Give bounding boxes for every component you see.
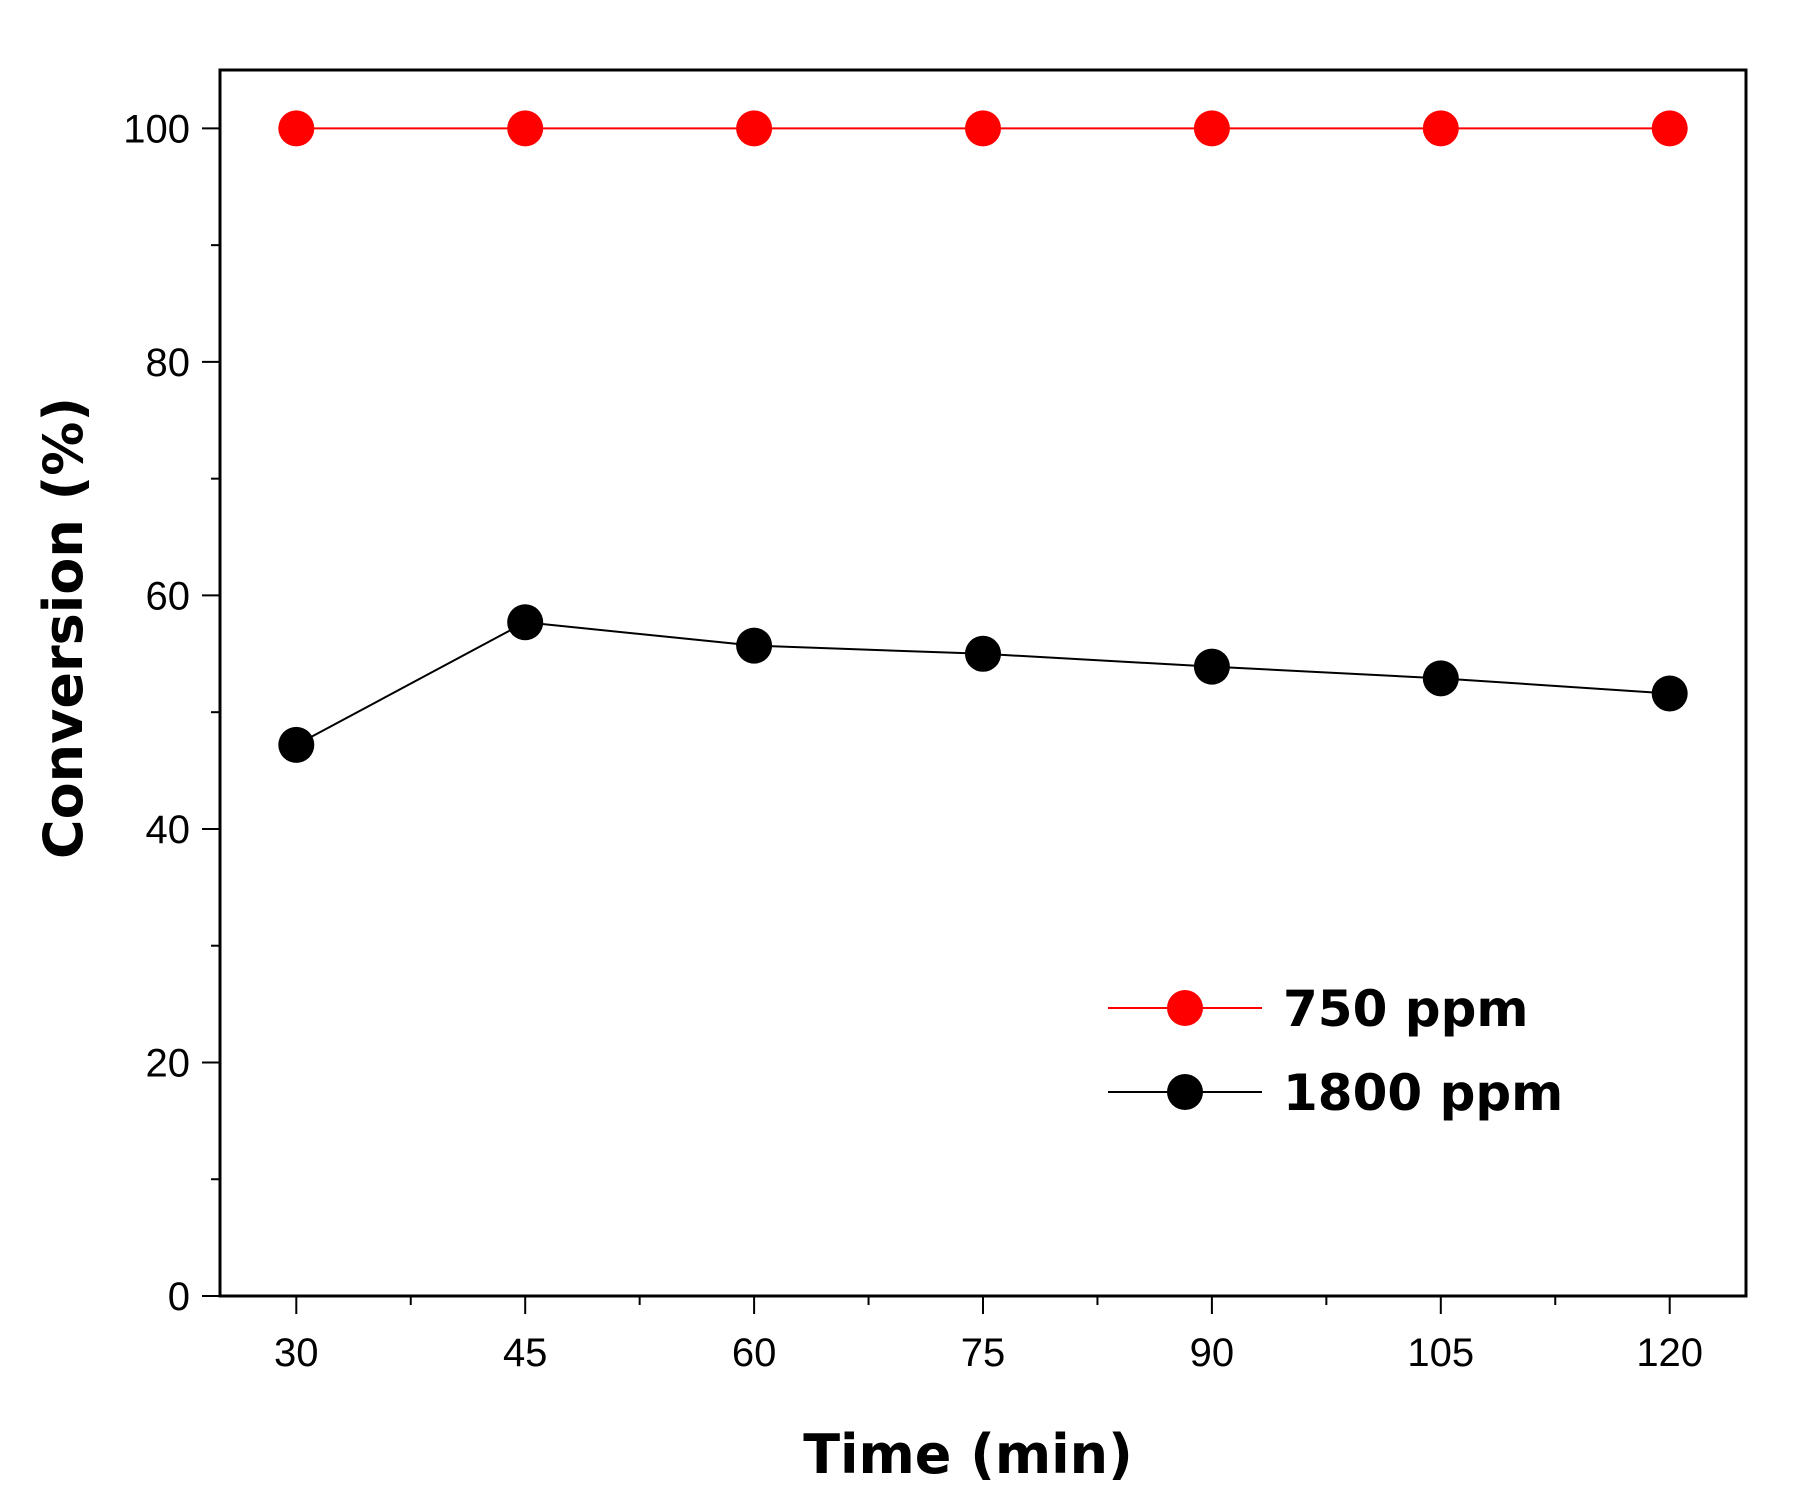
series-group bbox=[278, 110, 1688, 763]
plot-area bbox=[218, 68, 1748, 1298]
data-point bbox=[507, 110, 544, 147]
x-tick-label: 45 bbox=[503, 1331, 548, 1375]
data-point bbox=[1193, 110, 1230, 147]
legend-label-750ppm: 750 ppm bbox=[1283, 980, 1528, 1038]
legend: 750 ppm 1800 ppm bbox=[1108, 980, 1563, 1122]
x-tick-label: 60 bbox=[732, 1331, 777, 1375]
y-tick-label: 40 bbox=[146, 808, 191, 852]
y-tick-label: 0 bbox=[168, 1275, 190, 1319]
data-point bbox=[507, 604, 544, 641]
data-point bbox=[1193, 648, 1230, 685]
axis-ticks bbox=[202, 127, 1671, 1314]
legend-label-1800ppm: 1800 ppm bbox=[1283, 1064, 1563, 1122]
data-point bbox=[1422, 660, 1459, 697]
data-point bbox=[736, 110, 773, 147]
x-tick-label: 75 bbox=[961, 1331, 1006, 1375]
series-2 bbox=[278, 604, 1688, 763]
y-tick-label: 100 bbox=[123, 107, 190, 151]
legend-marker-1800ppm bbox=[1167, 1074, 1203, 1110]
y-tick-label: 80 bbox=[146, 341, 191, 385]
x-tick-label: 105 bbox=[1407, 1331, 1474, 1375]
data-point bbox=[736, 627, 773, 664]
axis-tick-labels: 0 20 40 60 80 100 30 45 60 75 90 105 120 bbox=[123, 107, 1703, 1375]
data-point bbox=[1651, 110, 1688, 147]
data-point bbox=[965, 110, 1001, 147]
legend-marker-750ppm bbox=[1167, 990, 1203, 1026]
x-tick-label: 90 bbox=[1190, 1331, 1235, 1375]
data-point bbox=[965, 635, 1001, 672]
data-point bbox=[278, 726, 315, 763]
y-tick-label: 60 bbox=[146, 574, 191, 618]
y-axis-title: Conversion (%) bbox=[32, 397, 95, 859]
x-tick-label: 30 bbox=[274, 1331, 319, 1375]
data-point bbox=[1422, 110, 1459, 147]
data-point bbox=[1651, 675, 1688, 712]
x-tick-label: 120 bbox=[1636, 1331, 1703, 1375]
data-point bbox=[278, 110, 315, 147]
series-1 bbox=[278, 110, 1688, 147]
x-axis-title: Time (min) bbox=[803, 1423, 1133, 1486]
y-tick-label: 20 bbox=[146, 1041, 191, 1085]
